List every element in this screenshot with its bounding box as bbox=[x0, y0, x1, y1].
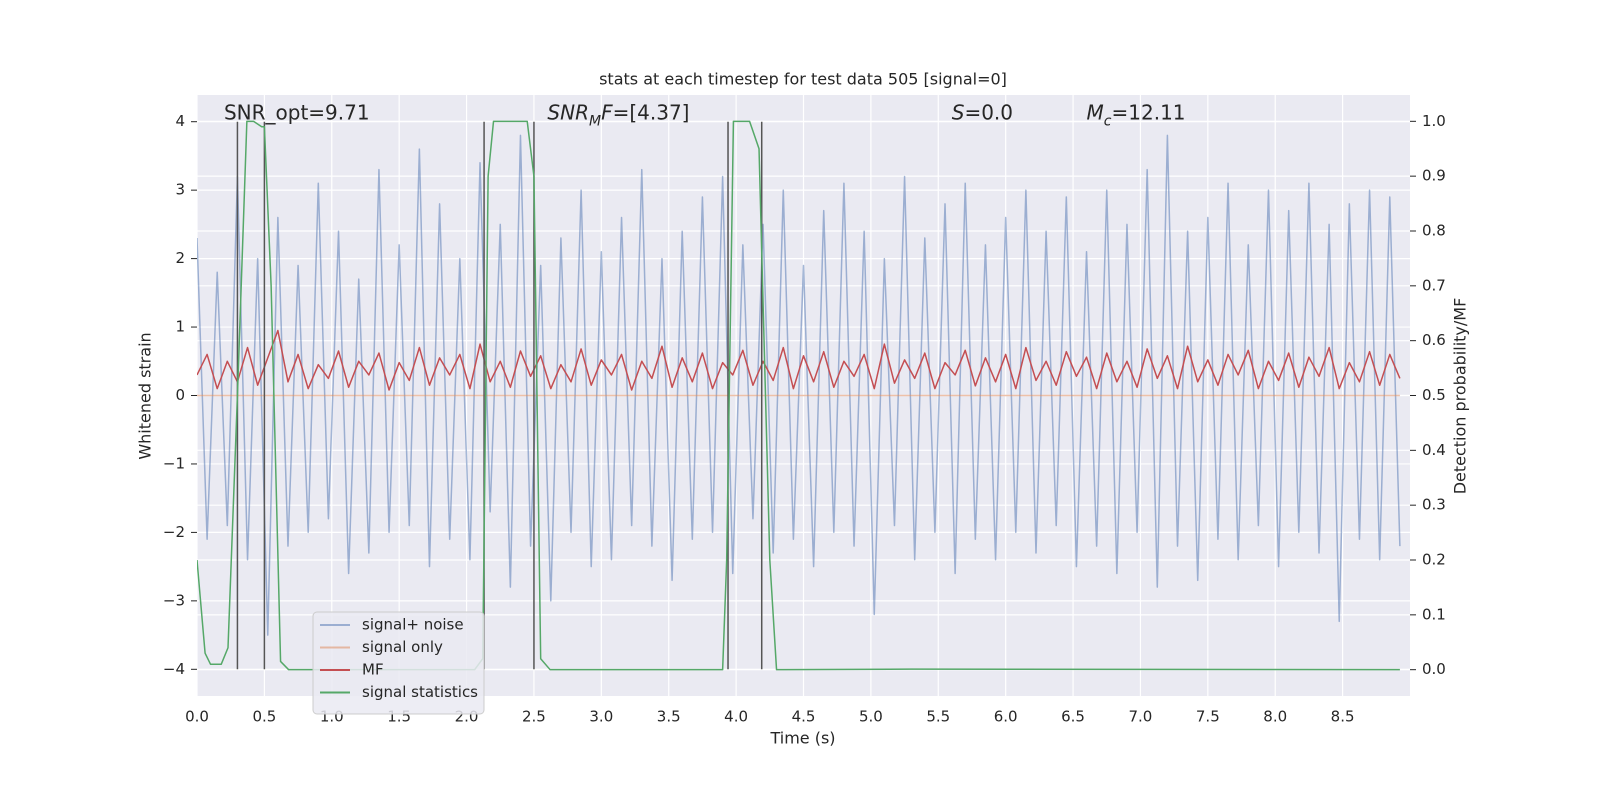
y-tick-label: 3 bbox=[175, 181, 185, 199]
series-line bbox=[197, 120, 1400, 671]
y2-tick-label: 0.9 bbox=[1422, 167, 1446, 185]
y2-tick-label: 0.3 bbox=[1422, 496, 1446, 514]
legend-label: signal statistics bbox=[362, 683, 478, 701]
x-tick-label: 5.5 bbox=[926, 708, 950, 726]
x-tick-label: 2.5 bbox=[522, 708, 546, 726]
y-tick-label: −2 bbox=[163, 523, 185, 541]
series-line bbox=[197, 134, 1401, 636]
annotation: S=0.0 bbox=[952, 100, 1013, 124]
annotation-part: M bbox=[1087, 100, 1104, 124]
x-tick-label: 6.5 bbox=[1061, 708, 1085, 726]
plot-lines bbox=[197, 120, 1401, 671]
y-tick-label: 2 bbox=[175, 249, 185, 267]
x-tick-label: 8.5 bbox=[1331, 708, 1355, 726]
legend-box bbox=[312, 611, 485, 715]
annotation-part: S bbox=[952, 100, 965, 124]
annotation-part: =12.11 bbox=[1112, 100, 1186, 124]
x-tick-label: 4.0 bbox=[724, 708, 748, 726]
y-tick-label: 4 bbox=[175, 112, 185, 130]
annotation-part: c bbox=[1104, 113, 1112, 129]
x-tick-label: 6.0 bbox=[994, 708, 1018, 726]
y2-tick-label: 0.5 bbox=[1422, 386, 1446, 404]
legend-label: MF bbox=[362, 661, 384, 679]
y-tick-label: 1 bbox=[175, 318, 185, 336]
y-tick-label: −3 bbox=[163, 591, 185, 609]
annotation-part: SNR_opt=9.71 bbox=[224, 100, 370, 124]
legend-label: signal+ noise bbox=[362, 616, 464, 634]
y-tick-label: −4 bbox=[163, 660, 185, 678]
y2-tick-label: 0.2 bbox=[1422, 551, 1446, 569]
annotation-part: =0.0 bbox=[964, 100, 1013, 124]
x-axis-label: Time (s) bbox=[769, 729, 835, 748]
y-axis-label: Whitened strain bbox=[136, 332, 155, 459]
chart-title: stats at each timestep for test data 505… bbox=[599, 70, 1007, 89]
annotation-part: F bbox=[601, 100, 613, 124]
x-tick-label: 7.5 bbox=[1196, 708, 1220, 726]
x-tick-label: 8.0 bbox=[1263, 708, 1287, 726]
y2-tick-label: 0.0 bbox=[1422, 660, 1446, 678]
y2-tick-label: 0.7 bbox=[1422, 276, 1446, 294]
x-tick-label: 3.0 bbox=[589, 708, 613, 726]
y2-tick-label: 0.8 bbox=[1422, 221, 1446, 239]
x-tick-label: 0.5 bbox=[252, 708, 276, 726]
annotation: SNRMF=[4.37] bbox=[547, 100, 689, 130]
y-tick-label: 0 bbox=[175, 386, 185, 404]
y2-tick-label: 0.4 bbox=[1422, 441, 1446, 459]
series-line bbox=[197, 329, 1401, 391]
annotation-part: M bbox=[589, 113, 601, 129]
y2-tick-label: 0.1 bbox=[1422, 605, 1446, 623]
x-tick-label: 0.0 bbox=[185, 708, 209, 726]
legend-label: signal only bbox=[362, 638, 443, 656]
annotation: SNR_opt=9.71 bbox=[224, 100, 370, 124]
x-tick-label: 3.5 bbox=[657, 708, 681, 726]
annotation: Mc=12.11 bbox=[1087, 100, 1186, 130]
legend: signal+ noise signal only MF signal statist… bbox=[312, 611, 485, 715]
y-tick-label: −1 bbox=[163, 454, 185, 472]
y2-tick-label: 0.6 bbox=[1422, 331, 1446, 349]
annotation-part: SNR bbox=[547, 100, 589, 124]
x-tick-label: 7.0 bbox=[1129, 708, 1153, 726]
x-tick-label: 5.0 bbox=[859, 708, 883, 726]
annotation-part: =[4.37] bbox=[613, 100, 690, 124]
x-tick-label: 4.5 bbox=[792, 708, 816, 726]
y2-tick-label: 1.0 bbox=[1422, 112, 1446, 130]
y2-axis-label: Detection probability/MF bbox=[1451, 298, 1470, 495]
